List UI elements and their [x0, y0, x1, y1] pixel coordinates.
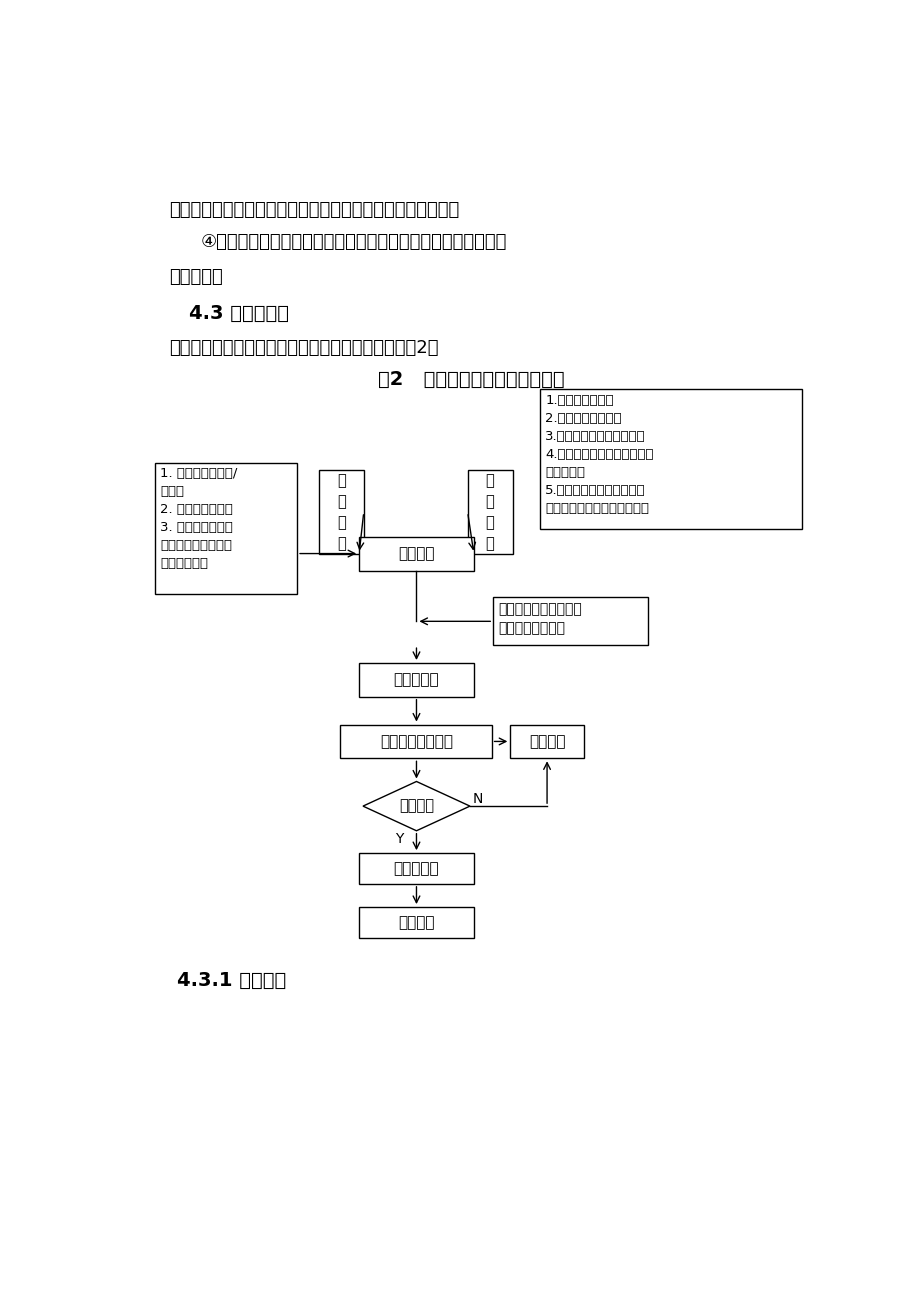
Text: 洞
外
准
备: 洞 外 准 备	[336, 473, 346, 551]
Polygon shape	[363, 781, 470, 831]
Text: 1.工作平台就位；
2.初支及渗漏水处理
3.切除锚杆及钢筋网端头；
4.如超挖超过铺板规定，编铁
丝网回填；
5.拱顶画出隧道中线第一环
及垂直隧道中线的横断: 1.工作平台就位； 2.初支及渗漏水处理 3.切除锚杆及钢筋网端头； 4.如超挖…	[545, 395, 652, 516]
Text: 1. 防水板质量检查/
检验；
2. 划焊缝搭接线；
3. 防水板可分拱部
和边墙两段截取，对
称卷起备用。: 1. 防水板质量检查/ 检验； 2. 划焊缝搭接线； 3. 防水板可分拱部 和边…	[160, 467, 237, 570]
Text: 电热压焊器及爬行式热
合器，垫上隔热纸: 电热压焊器及爬行式热 合器，垫上隔热纸	[497, 602, 581, 635]
Bar	[319, 470, 363, 553]
Bar	[155, 462, 297, 594]
Bar	[539, 389, 800, 529]
Text: 4.3 防水板施工: 4.3 防水板施工	[188, 305, 289, 323]
Text: 中，并用速凝砂浆将周围封堵，以使地下水从管中集中引出。: 中，并用速凝砂浆将周围封堵，以使地下水从管中集中引出。	[169, 201, 459, 219]
Text: 下一循环: 下一循环	[398, 915, 435, 930]
Text: ④盲管上接头用无纺布的渗水材料包裹，防止混凝土或杂物进入: ④盲管上接头用无纺布的渗水材料包裹，防止混凝土或杂物进入	[200, 233, 506, 251]
Text: 防水板施工采用无钉铺设工艺，其施工工艺流程见图2。: 防水板施工采用无钉铺设工艺，其施工工艺流程见图2。	[169, 339, 438, 357]
Text: 堵塞管道。: 堵塞管道。	[169, 268, 222, 286]
Text: 图2   隧道防水板施工工艺流程图: 图2 隧道防水板施工工艺流程图	[378, 370, 564, 388]
Text: 质量检查: 质量检查	[399, 798, 434, 814]
Text: N: N	[472, 792, 482, 806]
Bar	[339, 724, 491, 758]
Bar	[358, 853, 473, 884]
Text: 固定防水板: 固定防水板	[393, 672, 438, 687]
Bar	[510, 724, 584, 758]
Text: 准备工作: 准备工作	[398, 546, 435, 561]
Bar	[358, 536, 473, 570]
Text: 洞
内
准
备: 洞 内 准 备	[485, 473, 494, 551]
Bar	[358, 663, 473, 697]
Bar	[467, 470, 512, 553]
Text: 焊缝补强: 焊缝补强	[528, 734, 564, 749]
Text: 4.3.1 施工准备: 4.3.1 施工准备	[176, 971, 286, 990]
Bar	[358, 907, 473, 937]
Bar	[493, 598, 648, 646]
Text: 移工作平台: 移工作平台	[393, 861, 438, 876]
Text: Y: Y	[394, 832, 403, 846]
Text: 焊接防水板搭接缝: 焊接防水板搭接缝	[380, 734, 452, 749]
